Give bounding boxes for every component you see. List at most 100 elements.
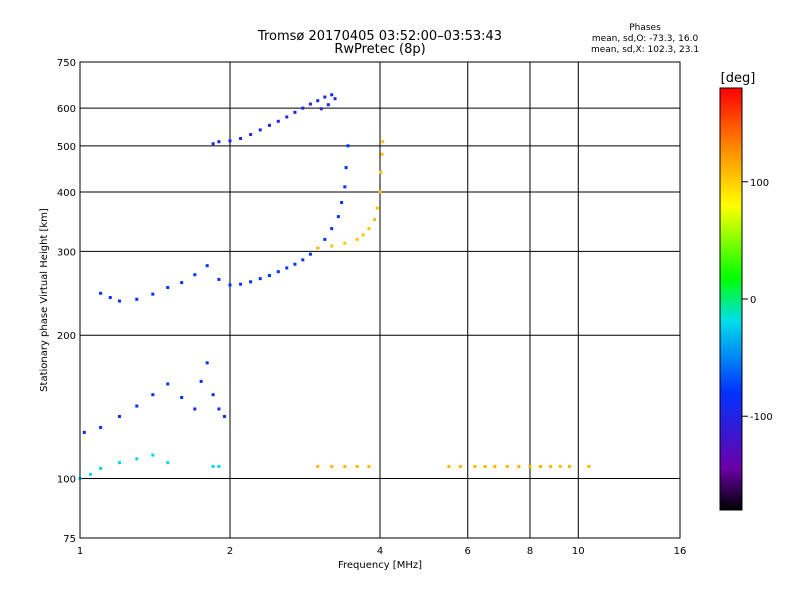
echo-point	[228, 139, 232, 143]
phases-heading: Phases	[629, 23, 661, 33]
echo-point	[330, 227, 334, 231]
x-tick-label: 8	[527, 546, 533, 557]
echo-point	[558, 464, 562, 468]
echo-point	[379, 170, 383, 174]
echo-point	[343, 241, 347, 245]
y-axis-label: Stationary phase Virtual Height [km]	[39, 208, 50, 392]
echo-point	[151, 393, 155, 397]
chart-title: Tromsø 20170405 03:52:00–03:53:43	[257, 29, 502, 44]
echo-point	[333, 97, 337, 101]
echo-point	[373, 218, 377, 222]
echo-point	[326, 103, 330, 107]
echo-point	[99, 425, 103, 429]
echo-point	[117, 461, 121, 465]
echo-point	[301, 258, 305, 262]
echo-point	[151, 292, 155, 296]
echo-point	[135, 297, 139, 301]
echo-point	[285, 115, 289, 119]
echo-point	[211, 464, 215, 468]
x-tick-label: 6	[465, 546, 471, 557]
echo-point	[447, 464, 451, 468]
echo-point	[228, 283, 232, 287]
echo-point	[267, 274, 271, 278]
echo-point	[301, 106, 305, 110]
echo-point	[340, 201, 344, 205]
echo-point	[343, 185, 347, 189]
echo-point	[355, 237, 359, 241]
echo-point	[330, 93, 334, 97]
echo-point	[355, 464, 359, 468]
echo-point	[517, 464, 521, 468]
echo-point	[217, 407, 221, 411]
echo-point	[82, 430, 86, 434]
echo-point	[323, 95, 327, 99]
echo-point	[346, 144, 350, 148]
echo-point	[316, 99, 320, 103]
echo-point	[483, 464, 487, 468]
echo-point	[135, 404, 139, 408]
echo-point	[193, 273, 197, 277]
x-tick-label: 4	[377, 546, 383, 557]
echo-point	[89, 472, 93, 476]
y-tick-label: 750	[57, 58, 76, 69]
echo-point	[135, 457, 139, 461]
echo-point	[180, 395, 184, 399]
phases-o-mode: mean, sd,O: -73.3, 16.0	[592, 34, 699, 44]
echo-point	[249, 133, 253, 137]
x-tick-label: 2	[227, 546, 233, 557]
echo-point	[180, 281, 184, 285]
echo-point	[193, 407, 197, 411]
echo-point	[258, 128, 262, 132]
echo-point	[99, 291, 103, 295]
echo-point	[587, 464, 591, 468]
x-tick-label: 16	[674, 546, 687, 557]
echo-point	[223, 414, 227, 418]
echo-point	[166, 382, 170, 386]
x-axis-label: Frequency [MHz]	[338, 560, 422, 571]
echo-point	[267, 123, 271, 127]
chart-subtitle: RwPretec (8p)	[334, 42, 425, 57]
echo-point	[375, 206, 379, 210]
echo-point	[99, 466, 103, 470]
echo-point	[258, 277, 262, 281]
echo-point	[166, 461, 170, 465]
echo-point	[539, 464, 543, 468]
echo-point	[239, 282, 243, 286]
echo-point	[217, 277, 221, 281]
echo-point	[117, 299, 121, 303]
echo-point	[367, 464, 371, 468]
echo-point	[205, 361, 209, 365]
colorbar-ticks: 100 0 -100	[742, 178, 773, 423]
echo-point	[276, 270, 280, 274]
echo-point	[199, 379, 203, 383]
echo-point	[151, 453, 155, 457]
echo-point	[361, 233, 365, 237]
echo-point	[528, 464, 532, 468]
echo-point	[336, 215, 340, 219]
phases-x-mode: mean, sd,X: 102.3, 23.1	[591, 45, 699, 55]
echo-point	[380, 152, 384, 156]
echo-point	[166, 285, 170, 289]
echo-point	[319, 107, 323, 111]
colorbar-tick-label: 100	[750, 178, 769, 189]
echo-point	[367, 227, 371, 231]
echo-point	[249, 280, 253, 284]
echo-point	[381, 140, 385, 144]
x-tick-label: 1	[77, 546, 83, 557]
colorbar-tick-label: 0	[750, 295, 756, 306]
echo-point	[211, 142, 215, 146]
echo-point	[308, 252, 312, 256]
echo-point	[293, 262, 297, 266]
axis-ticks: 1 2 4 6 8 10 16 75 100 200 300 400 500 600 750	[57, 58, 686, 557]
echo-point	[316, 464, 320, 468]
echo-point	[316, 246, 320, 250]
echo-point	[473, 464, 477, 468]
echo-point	[343, 464, 347, 468]
colorbar	[719, 87, 743, 511]
echo-point	[117, 414, 121, 418]
y-tick-label: 600	[57, 104, 76, 115]
y-tick-label: 400	[57, 188, 76, 199]
echo-point	[330, 464, 334, 468]
echo-point	[549, 464, 553, 468]
